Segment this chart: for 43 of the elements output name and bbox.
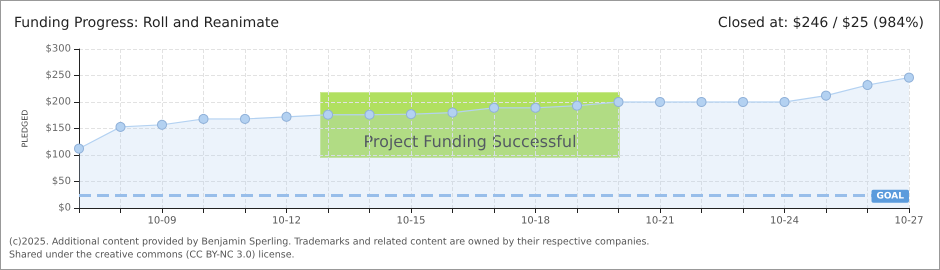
point bbox=[282, 112, 292, 122]
y-tick-label: $100 bbox=[46, 150, 71, 160]
y-tick-label: $150 bbox=[46, 123, 71, 134]
point bbox=[489, 102, 499, 113]
point bbox=[780, 97, 790, 107]
point bbox=[406, 109, 416, 120]
x-tick-label: 10-21 bbox=[645, 216, 675, 226]
chart-title: Funding Progress: Roll and Reanimate bbox=[14, 15, 279, 31]
point bbox=[655, 97, 665, 107]
x-tick-label: 10-24 bbox=[770, 216, 800, 226]
point bbox=[116, 122, 126, 132]
point bbox=[821, 90, 831, 101]
point bbox=[240, 114, 250, 124]
point bbox=[696, 97, 706, 107]
point bbox=[74, 144, 84, 154]
x-tick-label: 10-09 bbox=[147, 216, 177, 226]
y-tick-label: $200 bbox=[46, 96, 71, 108]
text: Shared under the creative commons (CC BY-NC 3.0) license. bbox=[9, 250, 295, 260]
x-tick-label: 10-15 bbox=[396, 216, 426, 226]
point bbox=[530, 102, 540, 113]
point bbox=[198, 114, 208, 124]
x-tick-label: 10-18 bbox=[520, 216, 550, 226]
banner-panel: Project Funding Successful bbox=[320, 92, 620, 158]
point bbox=[904, 72, 914, 83]
y-axis-title: PLEDGED bbox=[20, 110, 30, 148]
y-tick-label: $300 bbox=[46, 44, 71, 54]
point bbox=[738, 97, 748, 107]
text: (c)2025. Additional content provided by Benjamin Sperling. Trademarks and related content are owned by their respective companies. bbox=[9, 236, 650, 248]
chart-subtitle: Closed at: $246 / $25 (984%) bbox=[718, 15, 924, 31]
point bbox=[448, 108, 458, 118]
point bbox=[572, 100, 582, 111]
annotation: Project Funding Successful bbox=[363, 132, 577, 151]
x-tick-label: 10-12 bbox=[272, 216, 302, 226]
point bbox=[157, 120, 167, 130]
point bbox=[862, 80, 872, 90]
ref-line-label: GOAL bbox=[876, 191, 904, 202]
y-tick-label: $0 bbox=[58, 202, 71, 214]
x-tick-label: 10-27 bbox=[894, 216, 924, 226]
point bbox=[614, 97, 624, 107]
y-tick-label: $50 bbox=[52, 176, 71, 187]
y-tick-label: $250 bbox=[46, 70, 71, 81]
point bbox=[364, 110, 374, 120]
point bbox=[323, 110, 333, 120]
